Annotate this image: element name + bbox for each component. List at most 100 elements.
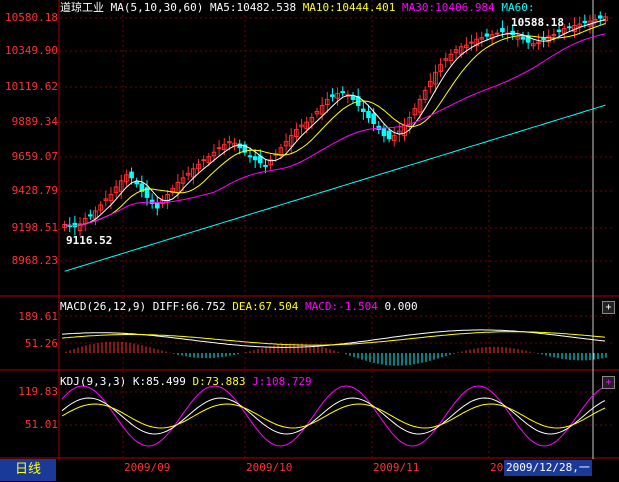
candle <box>546 35 552 43</box>
ma5-line <box>64 19 606 227</box>
price-chart[interactable] <box>0 0 619 297</box>
candle <box>314 110 320 115</box>
macd-dea-value: DEA:67.504 <box>232 300 299 313</box>
ytick: 9428.79 <box>11 184 58 197</box>
candle <box>211 151 217 157</box>
candle <box>263 164 268 167</box>
candle <box>288 135 294 147</box>
candle <box>124 174 129 183</box>
candle <box>551 34 557 37</box>
candle <box>366 110 371 119</box>
kdj-pane[interactable]: KDJ(9,3,3) K:85.499 D:73.883 J:108.729 1… <box>0 371 619 459</box>
candle <box>134 180 139 185</box>
ytick: 119.83 <box>18 385 58 398</box>
candle <box>531 43 536 47</box>
date-label: 20 <box>490 461 504 474</box>
ytick: 9659.07 <box>11 150 58 163</box>
ma60-value: MA60: <box>501 1 535 14</box>
kdj-expand-button[interactable]: + <box>602 376 615 389</box>
candle <box>88 214 93 217</box>
kdj-j-line <box>61 385 606 447</box>
price-legend: 道琼工业 MA(5,10,30,60) MA5:10482.538 MA10:1… <box>60 1 535 14</box>
macd-expand-button[interactable]: + <box>602 301 615 314</box>
candle <box>216 147 222 150</box>
candle <box>180 177 186 184</box>
candle <box>309 117 315 123</box>
candle <box>448 53 454 62</box>
candle <box>103 198 109 201</box>
macd-macd-value: MACD:-1.504 <box>305 300 378 313</box>
price-pane[interactable]: 道琼工业 MA(5,10,30,60) MA5:10482.538 MA10:1… <box>0 0 619 297</box>
macd-pane[interactable]: MACD(26,12,9) DIFF:66.752 DEA:67.504 MAC… <box>0 297 619 371</box>
candle <box>268 159 273 166</box>
candle <box>72 222 78 228</box>
macd-legend: MACD(26,12,9) DIFF:66.752 DEA:67.504 MAC… <box>60 300 418 313</box>
ytick: 8968.23 <box>11 254 58 267</box>
candle <box>129 171 134 179</box>
ma60-line <box>64 104 606 272</box>
kdj-k-value: K:85.499 <box>132 375 186 388</box>
candle <box>361 108 366 112</box>
ytick: 51.01 <box>24 418 58 431</box>
candle <box>154 202 160 209</box>
ma10-line <box>64 23 606 227</box>
high-price-label: 10588.18 <box>511 16 564 29</box>
ma-indicator-label: MA(5,10,30,60) <box>110 1 204 14</box>
ytick: 10119.62 <box>5 80 58 93</box>
candle <box>299 124 304 128</box>
candle <box>412 107 418 116</box>
candle <box>170 187 176 194</box>
ma30-line <box>64 33 606 227</box>
candle <box>386 130 392 140</box>
candle <box>443 58 449 61</box>
chart-title: 道琼工业 <box>60 1 104 14</box>
candle <box>62 224 67 229</box>
kdj-chart[interactable] <box>0 371 619 459</box>
kdj-d-line <box>61 403 606 429</box>
ytick: 10580.18 <box>5 11 58 24</box>
candle <box>340 91 346 94</box>
candle <box>536 41 541 45</box>
date-label: 2009/09 <box>124 461 171 474</box>
kdj-d-value: D:73.883 <box>192 375 246 388</box>
date-label: 2009/10 <box>246 461 293 474</box>
candle <box>541 38 546 41</box>
date-label: 2009/11 <box>373 461 420 474</box>
candle <box>330 94 335 97</box>
candle <box>489 34 495 40</box>
candle <box>242 144 248 153</box>
candle <box>494 32 500 35</box>
candle <box>139 183 145 192</box>
kdj-j-value: J:108.729 <box>252 375 312 388</box>
candle <box>227 141 232 144</box>
candle <box>577 23 582 27</box>
macd-chart[interactable] <box>0 297 619 371</box>
candle <box>464 44 469 49</box>
candle <box>603 16 608 22</box>
candle <box>500 28 505 33</box>
candle <box>484 33 490 37</box>
candle <box>108 193 114 202</box>
candle <box>350 95 356 100</box>
candle <box>98 204 103 211</box>
ytick: 9889.34 <box>11 115 58 128</box>
candle <box>469 41 474 44</box>
candle <box>247 155 253 158</box>
kdj-k-line <box>61 397 606 435</box>
macd-dea-line <box>61 331 606 346</box>
candle <box>113 186 119 194</box>
candle <box>294 129 299 138</box>
candle <box>191 168 196 178</box>
cursor-date: 2009/12/28,一 <box>504 460 592 476</box>
candle <box>93 210 98 219</box>
period-tab-daily[interactable]: 日线 <box>0 459 56 481</box>
candle <box>479 37 485 40</box>
candle <box>474 38 479 47</box>
low-price-label: 9116.52 <box>66 234 113 247</box>
candle <box>206 156 212 163</box>
candle <box>304 121 309 130</box>
candle <box>582 20 588 24</box>
macd-diff-value: DIFF:66.752 <box>152 300 226 313</box>
candle <box>237 143 243 149</box>
candle <box>525 35 531 43</box>
